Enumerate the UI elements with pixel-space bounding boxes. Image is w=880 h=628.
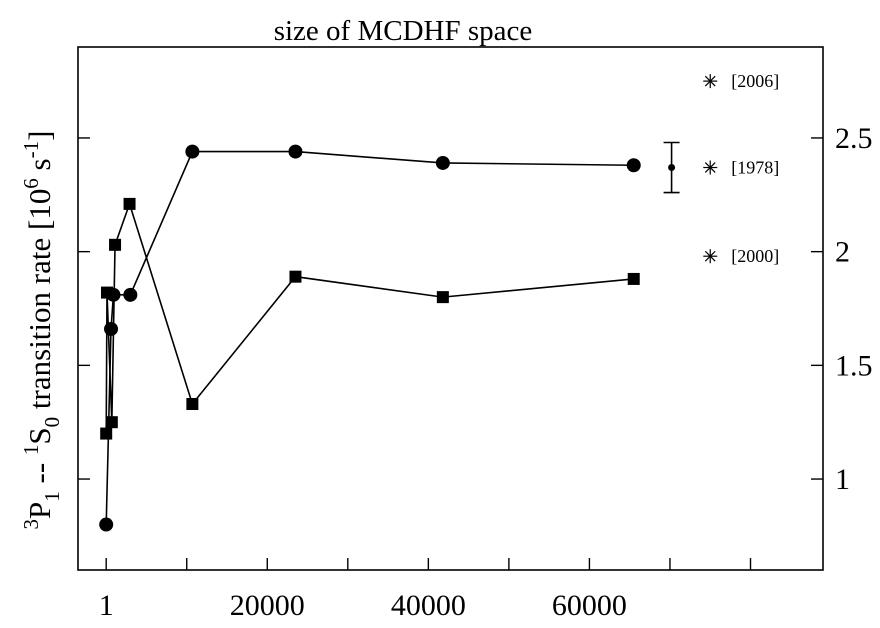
y-axis-ticks: 1 1.5 2 2.5 [78,122,873,496]
asterisk-stroke [704,250,716,262]
series-2-square-point [100,286,113,299]
series-1-circle-point [104,321,119,336]
reference-label: [2006] [731,71,779,91]
y-label-unit-exp: -1 [19,141,43,159]
chart-title: size of MCDHF space [274,15,533,47]
series-2-square-point [627,272,640,285]
asterisk-marker [703,160,718,175]
y-label-s: S [22,427,57,444]
y-label-sub-0: 0 [40,417,64,428]
y-label-exp-6: 6 [19,178,43,189]
y-tick-label: 2 [835,236,850,269]
error-bar [663,141,680,194]
asterisk-stroke [704,75,716,87]
y-axis-label: 3P1 -- 1S0 transition rate [106 s-1] [19,131,64,530]
x-tick-label: 20000 [230,589,305,622]
series-1-circle-point [99,517,114,532]
series-1-circle-point [123,287,138,302]
series-2-square-point [186,398,199,411]
series-lines [105,150,634,525]
asterisk-stroke [704,162,716,173]
series-2-square-point [289,270,302,283]
x-tick-label: 1 [99,589,114,622]
x-tick-label: 40000 [391,589,466,622]
y-label-middle: transition rate [10 [22,189,57,417]
series-2-square-point [105,416,118,429]
plot-frame [77,46,824,571]
reference-annotations: [2006] [1978] [2000] [703,71,779,266]
series-1-circle-point [288,144,303,159]
series-2-line [105,201,634,434]
reference-label: [1978] [731,158,779,178]
error-bar-point [668,164,676,172]
series-2-square-point [109,238,122,251]
series-2-square-point [100,427,113,440]
y-label-sup-3: 3 [19,519,43,530]
reference-label: [2000] [731,246,779,266]
x-tick-label: 60000 [552,589,627,622]
y-tick-label: 1 [835,463,850,496]
series-1-circle-point [185,144,200,159]
y-label-dash: -- [22,455,57,491]
series-1-circle-point [626,158,641,173]
series-1-line [105,150,634,525]
y-label-sup-1: 1 [19,445,43,456]
y-label-sub-1: 1 [40,491,64,502]
series-markers [99,144,641,532]
series-1-circle-point [435,155,450,170]
y-tick-label: 2.5 [835,122,873,155]
y-label-p: P [22,502,57,519]
series-2-square-point [123,197,136,210]
x-axis-ticks: 1 20000 40000 60000 [99,558,752,622]
asterisk-marker [703,249,718,264]
y-tick-label: 1.5 [835,349,873,382]
asterisk-marker [703,74,718,89]
series-2-square-point [436,291,449,304]
y-label-unit: s [22,158,57,178]
y-label-close: ] [22,131,57,141]
